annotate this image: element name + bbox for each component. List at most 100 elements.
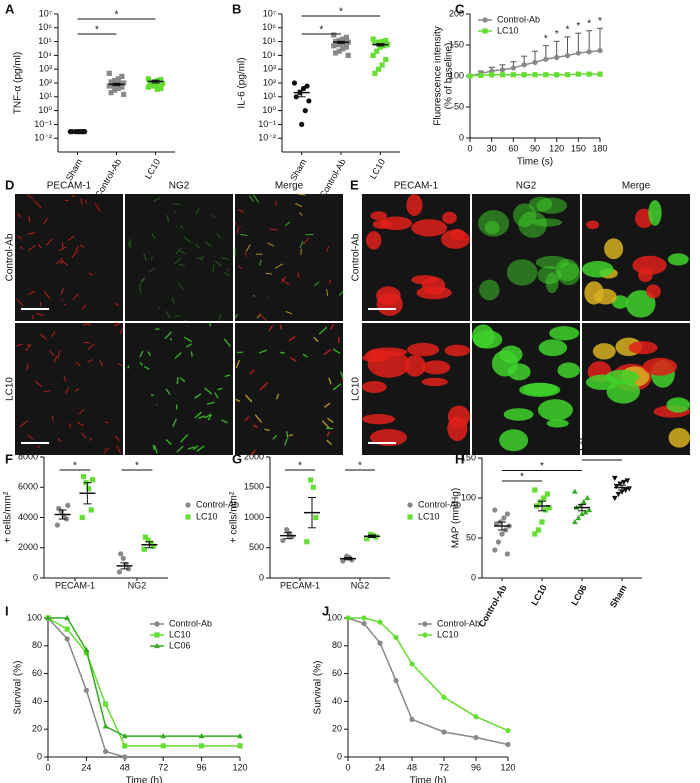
vessel-streak: [204, 413, 212, 419]
row-label: Control-Ab: [5, 233, 16, 281]
vessel-blob: [499, 345, 523, 364]
y-axis-label: Survival (%): [13, 661, 24, 715]
series-line: [47, 617, 126, 758]
x-tick-label: 24: [375, 762, 385, 772]
data-point: [372, 40, 378, 46]
panel-label: H: [455, 451, 464, 466]
y-tick-label: 0: [259, 572, 264, 582]
data-point: [334, 42, 340, 48]
vessel-streak: [338, 290, 344, 296]
vessel-streak: [26, 193, 34, 200]
x-tick-label: Sham: [288, 157, 308, 182]
vessel-streak: [252, 194, 259, 203]
y-tick-label: 150: [449, 39, 464, 49]
vessel-blob: [473, 330, 503, 349]
data-point: [441, 694, 447, 700]
vessel-streak: [55, 257, 64, 265]
vessel-streak: [199, 256, 205, 259]
data-point: [505, 727, 511, 734]
vessel-streak: [74, 388, 80, 392]
panel-label: B: [232, 1, 241, 16]
vessel-streak: [332, 383, 342, 391]
series-line: [48, 617, 240, 737]
x-axis-label: Time (h): [126, 776, 163, 783]
data-point: [492, 547, 498, 553]
vessel-blob: [365, 231, 382, 250]
data-point: [532, 72, 538, 78]
data-point: [119, 84, 125, 90]
vessel-streak: [148, 267, 156, 273]
y-tick-label: 6000: [18, 482, 38, 492]
vessel-streak: [58, 246, 67, 252]
vessel-streak: [178, 282, 184, 291]
vessel-streak: [313, 336, 319, 343]
data-point: [345, 615, 351, 621]
vessel-streak: [174, 314, 181, 318]
vessel-streak: [138, 278, 145, 287]
data-point: [103, 748, 109, 755]
data-point: [532, 59, 538, 65]
vessel-streak: [300, 248, 302, 255]
vessel-streak: [127, 238, 131, 247]
data-point: [370, 36, 376, 42]
vessel-streak: [289, 357, 297, 362]
vessel-streak: [87, 359, 93, 363]
micrograph: [15, 323, 123, 455]
micrograph-texture: [472, 324, 580, 452]
vessel-blob: [370, 211, 387, 221]
panel-label: E: [350, 177, 359, 192]
series-line: [348, 617, 509, 732]
x-tick-label: PECAM-1: [55, 580, 95, 590]
y-tick-label: 500: [249, 542, 264, 552]
y-tick-label: 10⁷: [39, 8, 52, 18]
data-point: [118, 551, 124, 557]
vessel-streak: [49, 350, 55, 357]
annotation: *: [544, 33, 548, 44]
vessel-streak: [79, 244, 85, 248]
data-point: [293, 94, 299, 100]
vessel-streak: [61, 260, 69, 266]
y-tick-label: 100: [327, 612, 342, 622]
data-point: [494, 521, 500, 527]
x-tick-label: 60: [508, 143, 518, 153]
vessel-streak: [258, 349, 268, 354]
vessel-streak: [323, 348, 332, 356]
data-point: [543, 56, 549, 62]
data-point: [145, 537, 151, 543]
micrograph-texture: [478, 196, 580, 301]
data-point: [147, 80, 153, 86]
vessel-streak: [297, 193, 306, 196]
vessel-streak: [151, 233, 156, 240]
data-point: [120, 555, 126, 561]
data-point: [121, 733, 128, 739]
data-point: [198, 733, 205, 739]
y-tick-label: 10⁻²: [34, 133, 52, 143]
y-tick-label: 20: [32, 724, 42, 734]
data-point: [361, 620, 367, 627]
data-point: [377, 44, 383, 50]
data-point: [45, 614, 51, 621]
data-point: [86, 486, 92, 492]
data-point: [199, 743, 205, 749]
data-point: [409, 716, 415, 723]
vessel-blob: [376, 292, 403, 316]
vessel-streak: [183, 319, 187, 322]
data-point: [499, 72, 506, 78]
vessel-streak: [224, 374, 231, 377]
data-point: [115, 85, 121, 92]
legend-marker: [407, 502, 413, 508]
vessel-streak: [99, 359, 103, 367]
vessel-blob: [444, 344, 470, 357]
vessel-streak: [299, 240, 304, 249]
vessel-streak: [220, 419, 228, 424]
data-point: [64, 614, 71, 621]
vessel-streak: [235, 359, 241, 369]
y-tick-label: 150: [461, 452, 476, 462]
data-point: [333, 50, 339, 56]
micrograph-texture: [365, 194, 470, 316]
legend-marker: [154, 621, 160, 627]
data-point: [622, 487, 629, 494]
vessel-streak: [17, 235, 23, 240]
data-point: [106, 70, 112, 76]
column-label: Merge: [275, 181, 304, 192]
